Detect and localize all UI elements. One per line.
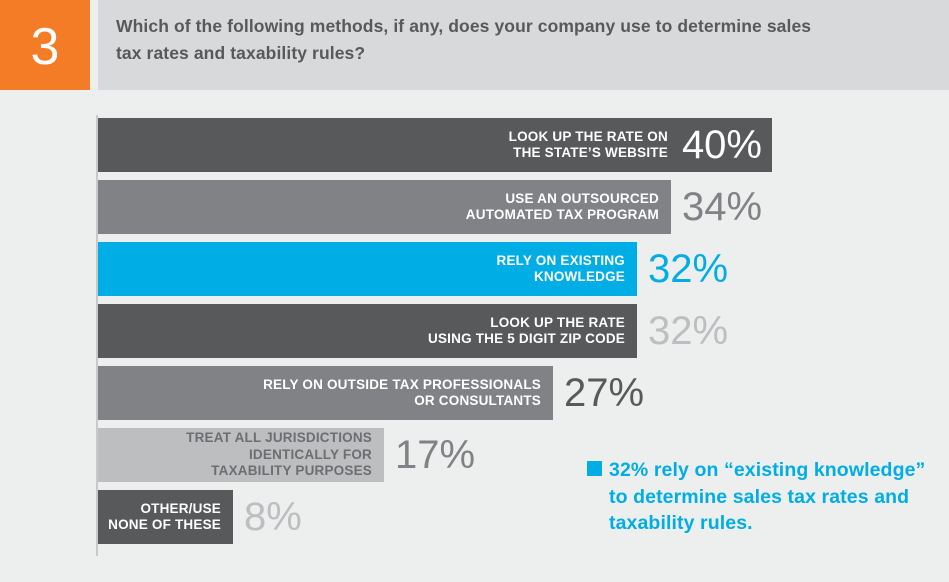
bar: USE AN OUTSOURCED AUTOMATED TAX PROGRAM xyxy=(98,180,671,234)
bar-value: 40% xyxy=(681,123,762,167)
bar-value: 32% xyxy=(648,247,729,291)
bar-label: RELY ON OUTSIDE TAX PROFESSIONALS OR CON… xyxy=(263,376,541,409)
bar-value: 34% xyxy=(682,185,763,229)
bar: RELY ON EXISTING KNOWLEDGE xyxy=(98,242,637,296)
bar-label: RELY ON EXISTING KNOWLEDGE xyxy=(496,252,625,285)
question-number: 3 xyxy=(30,18,60,76)
bar-value: 27% xyxy=(564,371,645,415)
bar: OTHER/USE NONE OF THESE xyxy=(98,490,233,544)
annotation-text: 32% rely on “existing knowledge” to dete… xyxy=(609,459,926,534)
bar-row: RELY ON OUTSIDE TAX PROFESSIONALS OR CON… xyxy=(98,366,644,420)
bar-label: TREAT ALL JURISDICTIONS IDENTICALLY FOR … xyxy=(186,430,372,479)
bar: RELY ON OUTSIDE TAX PROFESSIONALS OR CON… xyxy=(98,366,553,420)
bar: LOOK UP THE RATE ON THE STATE’S WEBSITE … xyxy=(98,118,772,172)
bar-row: LOOK UP THE RATE ON THE STATE’S WEBSITE … xyxy=(98,118,772,172)
bar-row: RELY ON EXISTING KNOWLEDGE 32% xyxy=(98,242,728,296)
bar-row: TREAT ALL JURISDICTIONS IDENTICALLY FOR … xyxy=(98,428,475,482)
y-axis-line xyxy=(96,115,98,556)
bar: LOOK UP THE RATE USING THE 5 DIGIT ZIP C… xyxy=(98,304,637,358)
bar-label: LOOK UP THE RATE ON THE STATE’S WEBSITE xyxy=(508,128,668,161)
bar-value: 17% xyxy=(395,433,476,477)
bar-row: OTHER/USE NONE OF THESE 8% xyxy=(98,490,302,544)
bar: TREAT ALL JURISDICTIONS IDENTICALLY FOR … xyxy=(98,428,384,482)
legend-square-icon xyxy=(587,461,602,476)
bar-label: USE AN OUTSOURCED AUTOMATED TAX PROGRAM xyxy=(465,190,659,223)
bar-label: LOOK UP THE RATE USING THE 5 DIGIT ZIP C… xyxy=(428,314,625,347)
annotation: 32% rely on “existing knowledge” to dete… xyxy=(587,457,925,537)
bar-value: 8% xyxy=(244,495,302,539)
question-number-badge: 3 xyxy=(0,0,90,90)
chart-title: Which of the following methods, if any, … xyxy=(116,16,812,63)
bar-row: USE AN OUTSOURCED AUTOMATED TAX PROGRAM … xyxy=(98,180,762,234)
bar-row: LOOK UP THE RATE USING THE 5 DIGIT ZIP C… xyxy=(98,304,728,358)
bar-label: OTHER/USE NONE OF THESE xyxy=(108,500,221,533)
bar-value: 32% xyxy=(648,309,729,353)
question-box: Which of the following methods, if any, … xyxy=(98,0,949,90)
